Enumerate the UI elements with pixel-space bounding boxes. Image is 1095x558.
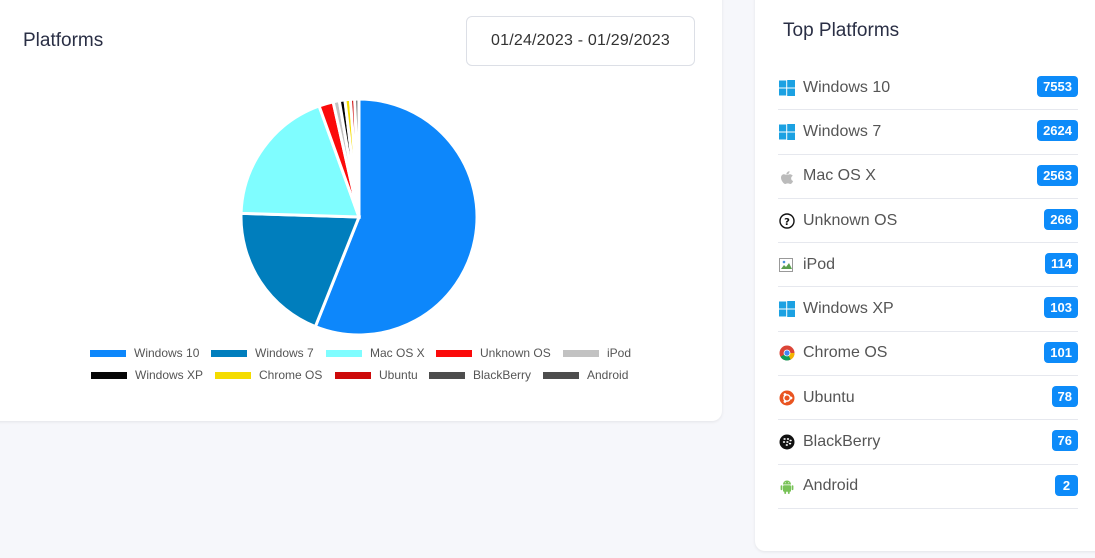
platforms-card: Platforms 01/24/2023 - 01/29/2023 Window… bbox=[0, 0, 722, 421]
platform-row: iPod 114 bbox=[778, 243, 1078, 288]
platform-name: Android bbox=[803, 477, 859, 495]
date-range-picker[interactable]: 01/24/2023 - 01/29/2023 bbox=[466, 16, 695, 66]
top-platforms-card: Top Platforms Windows 10 7553 Windows 7 262… bbox=[755, 0, 1095, 551]
android-icon bbox=[778, 478, 795, 495]
blackberry-icon bbox=[778, 434, 795, 451]
windows-icon bbox=[778, 123, 795, 140]
platform-list: Windows 10 7553 Windows 7 2624 Mac OS X 2563?… bbox=[778, 66, 1078, 509]
platform-name: BlackBerry bbox=[803, 433, 881, 451]
windows-icon bbox=[778, 301, 795, 318]
platform-row: BlackBerry 76 bbox=[778, 420, 1078, 465]
count-badge: 76 bbox=[1051, 430, 1078, 452]
platform-row: Chrome OS 101 bbox=[778, 332, 1078, 377]
platform-name: Mac OS X bbox=[803, 167, 876, 185]
pie-slice-mac-os-x[interactable] bbox=[239, 104, 362, 219]
count-badge: 2 bbox=[1055, 474, 1078, 496]
platform-name: Ubuntu bbox=[803, 388, 855, 406]
svg-text:?: ? bbox=[784, 216, 790, 227]
platform-row: Android 2 bbox=[778, 465, 1078, 509]
count-badge: 101 bbox=[1044, 341, 1078, 363]
count-badge: 78 bbox=[1051, 386, 1078, 408]
count-badge: 2563 bbox=[1037, 164, 1078, 186]
platform-name: Windows 7 bbox=[803, 122, 882, 140]
pie-slice-windows-7[interactable] bbox=[239, 211, 362, 329]
broken-image-icon bbox=[778, 256, 795, 273]
platform-name: iPod bbox=[803, 255, 836, 273]
platforms-pie-chart bbox=[239, 97, 479, 337]
page-title: Platforms bbox=[23, 30, 104, 51]
count-badge: 2624 bbox=[1037, 120, 1078, 142]
count-badge: 114 bbox=[1045, 253, 1078, 275]
platform-row: Mac OS X 2563 bbox=[778, 155, 1078, 199]
ubuntu-icon bbox=[778, 389, 795, 406]
windows-icon bbox=[778, 79, 795, 96]
platform-row: ? Unknown OS 266 bbox=[778, 199, 1078, 244]
pie-slice-windows-10[interactable] bbox=[313, 97, 479, 337]
top-platforms-title: Top Platforms bbox=[783, 20, 900, 41]
platform-name: Windows 10 bbox=[803, 78, 891, 96]
count-badge: 266 bbox=[1044, 208, 1078, 230]
platform-name: Windows XP bbox=[803, 300, 894, 318]
platform-row: Ubuntu 78 bbox=[778, 376, 1078, 421]
platform-row: Windows 7 2624 bbox=[778, 110, 1078, 155]
count-badge: 7553 bbox=[1037, 76, 1078, 97]
platform-row: Windows XP 103 bbox=[778, 287, 1078, 332]
platform-name: Unknown OS bbox=[803, 211, 898, 229]
platform-name: Chrome OS bbox=[803, 344, 888, 362]
apple-icon bbox=[778, 168, 795, 185]
count-badge: 103 bbox=[1044, 297, 1078, 319]
question-icon: ? bbox=[778, 212, 795, 229]
platform-row: Windows 10 7553 bbox=[778, 66, 1078, 111]
chrome-icon bbox=[778, 345, 795, 362]
